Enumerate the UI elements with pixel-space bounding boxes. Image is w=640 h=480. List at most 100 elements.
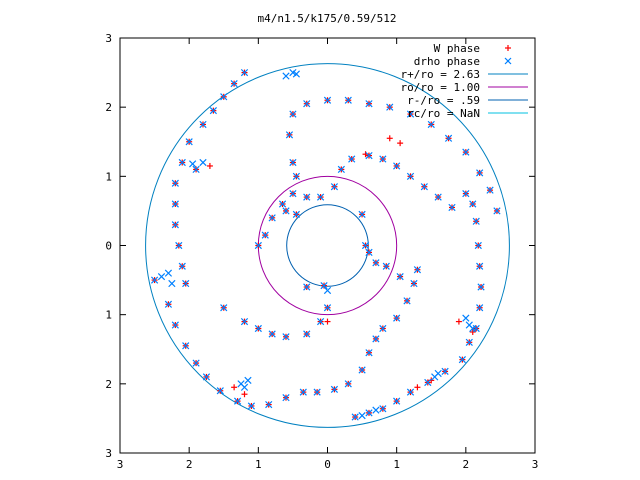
drho-phase-point	[220, 93, 228, 101]
drho-phase-point	[372, 259, 380, 267]
drho-phase-point	[292, 70, 300, 78]
w-phase-point	[241, 391, 248, 398]
drho-phase-point	[292, 210, 300, 218]
legend-marker	[505, 45, 511, 51]
drho-phase-point	[209, 107, 217, 115]
drho-phase-point	[189, 160, 197, 168]
drho-phase-point	[472, 217, 480, 225]
y-tick-label: 0	[105, 240, 112, 253]
drho-phase-point	[292, 172, 300, 180]
legend-label: r+/ro = 2.63	[401, 68, 480, 81]
drho-phase-point	[202, 373, 211, 381]
drho-phase-point	[261, 231, 269, 239]
drho-phase-point	[393, 314, 401, 322]
drho-phase-point	[358, 412, 366, 420]
drho-phase-point	[299, 388, 307, 396]
drho-phase-point	[316, 317, 325, 326]
drho-phase-point	[282, 72, 290, 80]
drho-phase-point	[313, 388, 321, 396]
drho-phase-point	[393, 162, 401, 170]
x-tick-label: 2	[463, 458, 470, 471]
drho-phase-point	[382, 262, 390, 270]
drho-phase-point	[358, 366, 366, 374]
drho-phase-point	[486, 186, 494, 194]
drho-phase-point	[462, 314, 470, 322]
legend-label: rc/ro = NaN	[407, 107, 480, 120]
circle-1	[257, 175, 398, 316]
drho-phase-point	[199, 158, 207, 167]
drho-phase-point	[303, 193, 311, 201]
drho-phase-point	[157, 273, 166, 281]
drho-phase-point	[265, 400, 273, 409]
drho-phase-point	[330, 385, 339, 393]
x-tick-label: 3	[117, 458, 124, 471]
w-phase-point	[231, 384, 238, 391]
drho-phase-point	[171, 179, 179, 187]
drho-phase-point	[323, 304, 332, 312]
drho-phase-point	[175, 241, 183, 250]
x-tick-label: 1	[393, 458, 400, 471]
drho-phase-point	[282, 394, 290, 402]
drho-phase-point	[178, 262, 186, 270]
circle-0	[145, 63, 510, 428]
w-phase-point	[455, 318, 462, 325]
drho-phase-point	[393, 397, 401, 405]
w-phase-point	[386, 135, 393, 142]
x-tick-label: 1	[255, 458, 262, 471]
drho-phase-point	[185, 138, 193, 146]
drho-phase-point	[434, 193, 442, 201]
drho-phase-point	[348, 155, 356, 163]
drho-phase-point	[233, 397, 242, 405]
y-tick-label: 3	[105, 32, 112, 45]
drho-phase-point	[244, 376, 252, 384]
drho-phase-point	[171, 200, 179, 208]
drho-phase-point	[216, 387, 224, 395]
drho-phase-point	[192, 359, 200, 367]
x-tick-label: 3	[532, 458, 539, 471]
drho-phase-point	[171, 221, 179, 229]
drho-phase-point	[365, 409, 373, 417]
x-tick-label: 0	[324, 458, 331, 471]
w-phase-point	[324, 318, 331, 325]
drho-phase-point	[396, 273, 404, 281]
drho-phase-point	[168, 279, 176, 288]
drho-phase-point	[303, 283, 311, 291]
drho-phase-point	[365, 349, 373, 357]
drho-phase-point	[320, 281, 328, 290]
drho-phase-point	[182, 279, 190, 288]
drho-phase-point	[282, 207, 290, 215]
drho-phase-point	[303, 330, 311, 338]
drho-phase-point	[365, 151, 373, 160]
drho-phase-point	[237, 380, 245, 388]
drho-phase-point	[182, 342, 190, 350]
drho-phase-point	[268, 330, 276, 338]
drho-phase-point	[413, 266, 422, 274]
drho-phase-point	[358, 210, 366, 218]
drho-phase-point	[330, 183, 339, 191]
drho-phase-point	[379, 324, 387, 333]
drho-phase-point	[178, 158, 186, 167]
drho-phase-point	[458, 356, 466, 364]
drho-phase-point	[441, 367, 449, 376]
drho-phase-point	[337, 165, 345, 174]
drho-phase-point	[465, 338, 473, 346]
drho-phase-point	[150, 276, 159, 284]
drho-phase-point	[424, 378, 432, 387]
drho-phase-point	[406, 110, 415, 118]
legend-label: W phase	[434, 42, 480, 55]
drho-phase-point	[372, 335, 380, 343]
drho-phase-point	[240, 317, 249, 326]
chart-title: m4/n1.5/k175/0.59/512	[257, 12, 396, 25]
legend-label: r-/ro = .59	[407, 94, 480, 107]
drho-phase-point	[247, 402, 256, 410]
w-phase-point	[206, 162, 213, 169]
y-tick-label: 3	[105, 447, 112, 460]
drho-phase-point	[444, 134, 453, 142]
legend-marker	[504, 57, 512, 65]
drho-phase-point	[403, 297, 411, 305]
drho-phase-point	[386, 103, 394, 111]
drho-phase-point	[365, 100, 373, 108]
drho-phase-point	[493, 207, 501, 215]
drho-phase-point	[406, 172, 415, 180]
drho-phase-point	[289, 190, 297, 198]
